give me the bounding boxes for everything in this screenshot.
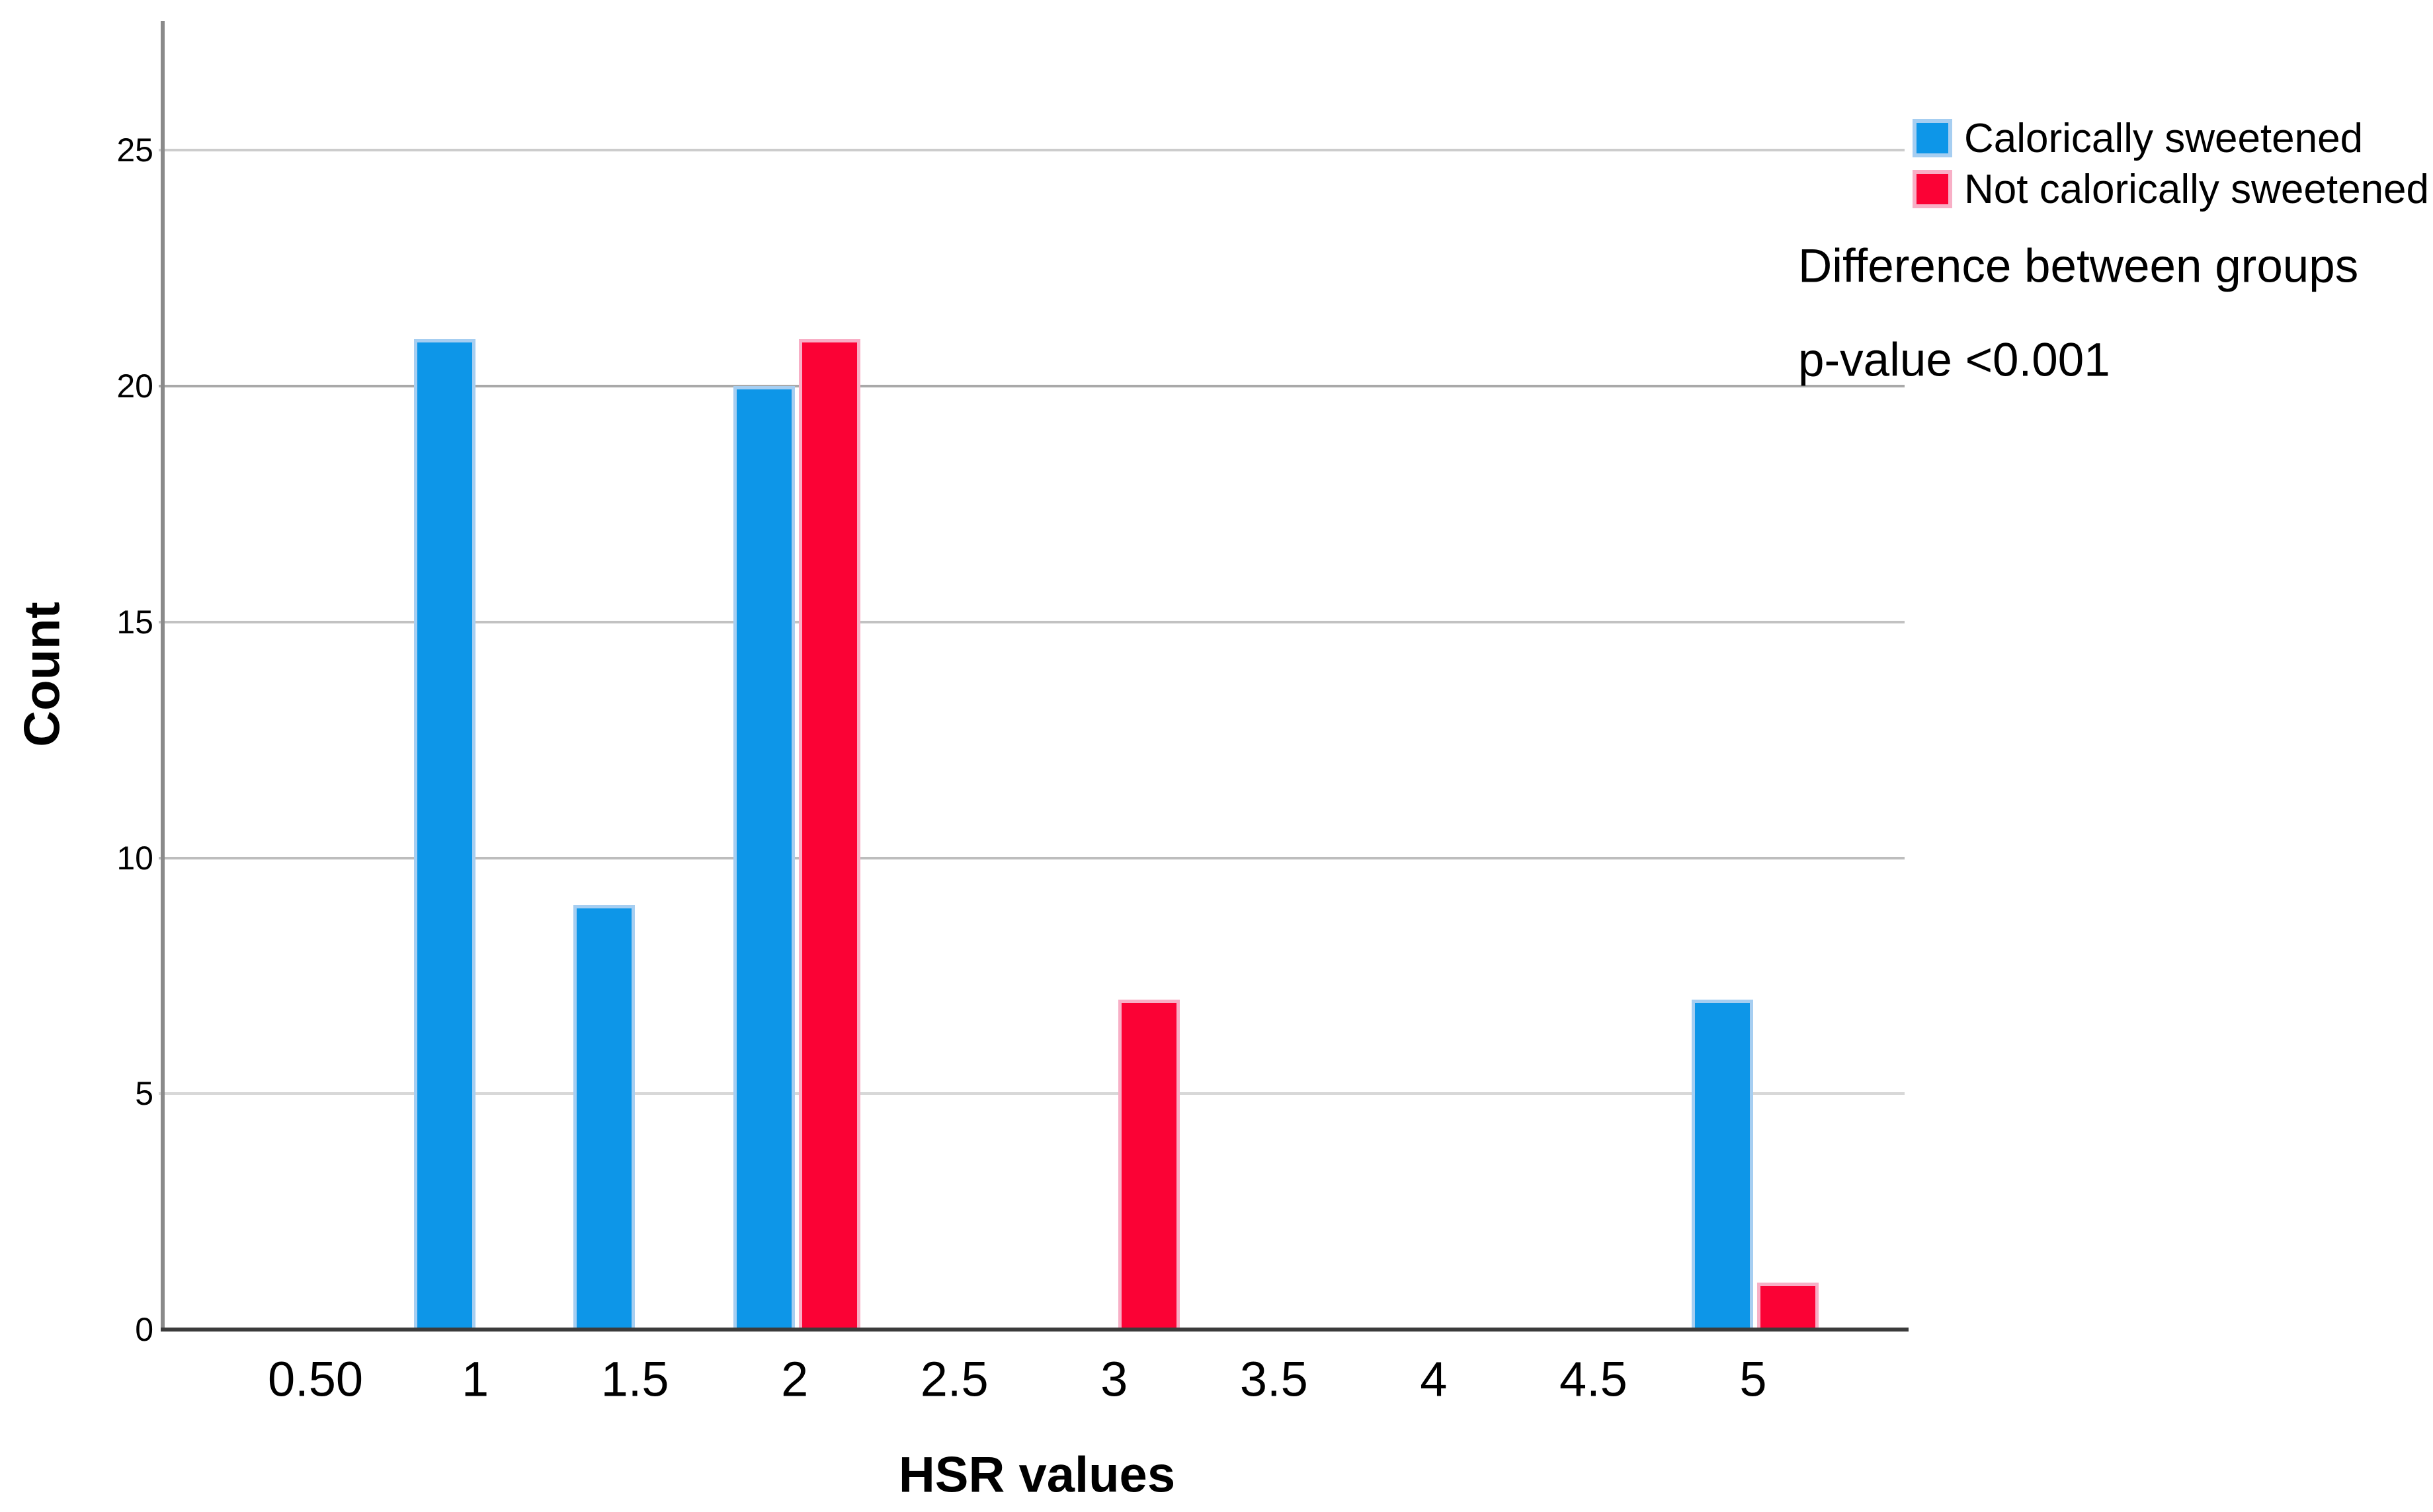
legend-label-calorically-sweetened: Calorically sweetened [1964,115,2364,161]
x-axis-title: HSR values [898,1447,1176,1503]
y-tick-label-15: 15 [116,603,153,641]
x-tick-label-0.50: 0.50 [267,1351,364,1407]
gridline-10 [159,856,1905,859]
bar-calorically-sweetened-1 [414,339,475,1330]
legend-swatch-icon-calorically-sweetened [1913,119,1952,157]
legend-item-not-calorically-sweetened: Not calorically sweetened [1913,167,2429,212]
x-tick-label-1: 1 [461,1351,489,1407]
gridline-5 [159,1092,1905,1095]
x-tick-label-2.5: 2.5 [920,1351,989,1407]
legend-item-calorically-sweetened: Calorically sweetened [1913,116,2363,161]
bar-not-calorically-sweetened-3 [1118,1000,1180,1330]
bar-calorically-sweetened-2 [733,386,795,1330]
y-tick-label-25: 25 [116,132,153,169]
bar-not-calorically-sweetened-5 [1757,1283,1819,1330]
gridline-15 [159,620,1905,623]
x-axis-line [161,1328,1909,1332]
x-tick-label-5: 5 [1739,1351,1767,1407]
y-tick-label-20: 20 [116,368,153,405]
x-tick-label-4.5: 4.5 [1559,1351,1628,1407]
bar-calorically-sweetened-1.5 [573,905,635,1330]
x-tick-label-3: 3 [1100,1351,1128,1407]
x-tick-label-2: 2 [781,1351,809,1407]
y-axis-title: Count [14,602,71,747]
x-tick-label-4: 4 [1420,1351,1448,1407]
y-tick-label-0: 0 [135,1311,153,1348]
legend-label-not-calorically-sweetened: Not calorically sweetened [1964,166,2430,212]
y-tick-label-10: 10 [116,839,153,877]
x-tick-label-1.5: 1.5 [600,1351,669,1407]
bar-not-calorically-sweetened-2 [799,339,860,1330]
gridline-25 [159,149,1905,152]
annotation-difference-text: Difference between groups [1798,240,2359,293]
legend-swatch-icon-not-calorically-sweetened [1913,170,1952,208]
x-tick-label-3.5: 3.5 [1239,1351,1308,1407]
gridline-20 [159,385,1905,387]
annotation-pvalue-text: p-value <0.001 [1798,334,2110,387]
y-tick-label-5: 5 [135,1075,153,1113]
bar-calorically-sweetened-5 [1692,1000,1753,1330]
y-axis-line [161,21,165,1330]
